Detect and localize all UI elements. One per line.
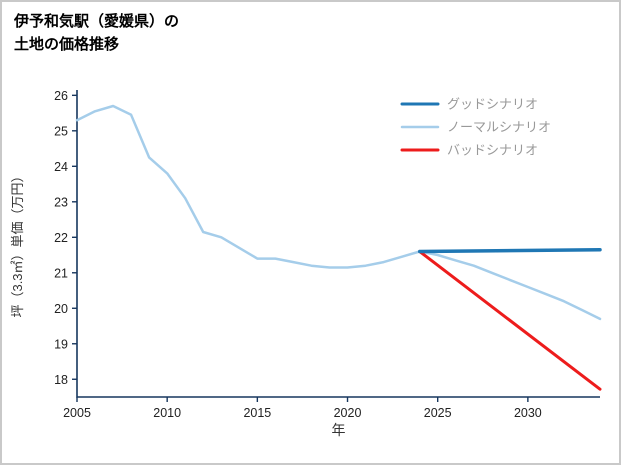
y-tick-label: 26 — [54, 89, 68, 103]
y-tick-label: 25 — [54, 124, 68, 138]
y-axis-label: 坪（3.3㎡）単価（万円） — [10, 169, 25, 317]
legend-label-0: グッドシナリオ — [447, 97, 538, 112]
y-tick-label: 23 — [54, 195, 68, 209]
chart-title: 伊予和気駅（愛媛県）の 土地の価格推移 — [14, 10, 179, 57]
series-line-0 — [75, 104, 602, 321]
y-tick-label: 19 — [54, 337, 68, 351]
series-line-2 — [417, 247, 602, 254]
y-tick-label: 21 — [54, 266, 68, 280]
x-axis-label: 年 — [332, 422, 346, 438]
chart-title-line1: 伊予和気駅（愛媛県）の — [14, 13, 180, 30]
y-tick-label: 18 — [54, 373, 68, 387]
legend-label-2: バッドシナリオ — [447, 143, 538, 158]
x-tick-label: 2005 — [63, 406, 91, 420]
x-tick-label: 2010 — [153, 406, 181, 420]
y-tick-label: 24 — [54, 160, 68, 174]
x-tick-label: 2030 — [514, 406, 542, 420]
series-line-1 — [418, 250, 602, 391]
chart-title-line2: 土地の価格推移 — [14, 36, 120, 54]
y-tick-label: 20 — [54, 302, 68, 316]
x-tick-label: 2025 — [424, 406, 452, 420]
x-tick-label: 2020 — [334, 406, 362, 420]
y-tick-label: 22 — [54, 231, 68, 245]
legend-label-1: ノーマルシナリオ — [447, 120, 551, 135]
axis-spines — [76, 90, 600, 398]
x-tick-label: 2015 — [243, 406, 271, 420]
